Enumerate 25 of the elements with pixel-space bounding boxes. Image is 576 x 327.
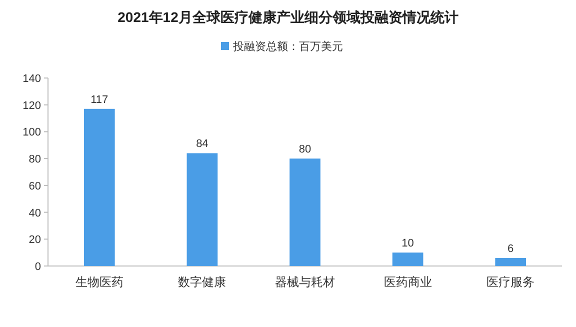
bar (186, 153, 218, 266)
data-label: 6 (508, 242, 514, 255)
data-label: 10 (402, 238, 414, 250)
x-tick-label: 器械与耗材 (275, 275, 335, 289)
x-tick-label: 医疗服务 (486, 275, 535, 289)
data-label: 80 (298, 144, 312, 156)
y-tick-label: 20 (28, 234, 41, 246)
y-tick-label: 40 (28, 207, 41, 220)
y-tick-label: 60 (28, 180, 41, 192)
data-label: 117 (90, 94, 108, 106)
bar (290, 158, 320, 266)
x-tick-label: 医药商业 (384, 275, 432, 289)
y-tick-label: 120 (22, 100, 41, 112)
legend-label: 投融资总额：百万美元 (232, 40, 343, 53)
y-tick-label: 0 (34, 261, 41, 273)
bar (392, 252, 424, 266)
chart-title: 2021年12月全球医疗健康产业细分领域投融资情况统计 (118, 9, 458, 25)
y-tick-label: 80 (28, 154, 41, 166)
x-tick-label: 数字健康 (178, 275, 226, 289)
x-tick-label: 生物医药 (75, 275, 124, 289)
data-label: 84 (196, 138, 208, 150)
bar (495, 258, 526, 266)
bar (84, 108, 115, 266)
y-tick-label: 140 (22, 73, 41, 85)
y-tick-label: 100 (22, 126, 41, 139)
